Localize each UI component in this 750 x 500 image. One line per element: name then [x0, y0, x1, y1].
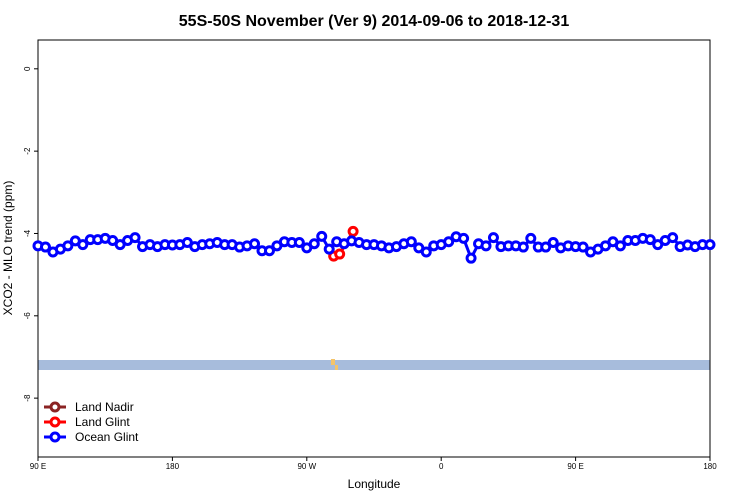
data-point [667, 232, 679, 244]
legend-label: Land Nadir [75, 400, 134, 414]
data-point [540, 241, 552, 253]
data-point [547, 237, 559, 249]
data-point [293, 237, 305, 249]
legend-marker [49, 431, 61, 443]
data-point [323, 243, 335, 255]
land-mask-strip [38, 360, 710, 370]
y-tick-label: -2 [23, 147, 32, 155]
data-point [517, 241, 529, 253]
data-point [316, 230, 328, 242]
x-tick-label: 90 W [297, 462, 316, 471]
x-tick-label: 180 [703, 462, 717, 471]
data-point [405, 236, 417, 248]
land-spot [331, 359, 335, 365]
data-point [308, 238, 320, 250]
data-point [465, 252, 477, 264]
data-point [480, 240, 492, 252]
x-axis-label: Longitude [348, 477, 401, 491]
data-point [644, 234, 656, 246]
x-tick-label: 180 [166, 462, 180, 471]
data-point [334, 248, 346, 260]
data-point [487, 232, 499, 244]
x-tick-label: 90 E [30, 462, 46, 471]
land-spot [335, 365, 338, 370]
chart-title: 55S-50S November (Ver 9) 2014-09-06 to 2… [179, 13, 570, 30]
data-point [77, 239, 89, 251]
data-point [39, 241, 51, 253]
y-tick-label: -8 [23, 394, 32, 402]
data-point [614, 240, 626, 252]
data-point [263, 245, 275, 257]
legend-label: Ocean Glint [75, 430, 139, 444]
data-point [249, 238, 261, 250]
legend-marker [49, 416, 61, 428]
data-point [62, 240, 74, 252]
x-tick-label: 0 [439, 462, 444, 471]
data-point [577, 241, 589, 253]
legend-label: Land Glint [75, 415, 130, 429]
data-point [443, 236, 455, 248]
x-tick-label: 90 E [567, 462, 583, 471]
y-tick-label: 0 [23, 66, 32, 71]
data-point [458, 232, 470, 244]
data-point [420, 246, 432, 258]
data-point [704, 239, 716, 251]
y-tick-label: -4 [23, 229, 32, 237]
y-axis-label: XCO2 - MLO trend (ppm) [1, 181, 15, 316]
data-point [525, 232, 537, 244]
data-point [129, 232, 141, 244]
y-tick-label: -6 [23, 312, 32, 320]
data-point [347, 225, 359, 237]
legend-marker [49, 401, 61, 413]
